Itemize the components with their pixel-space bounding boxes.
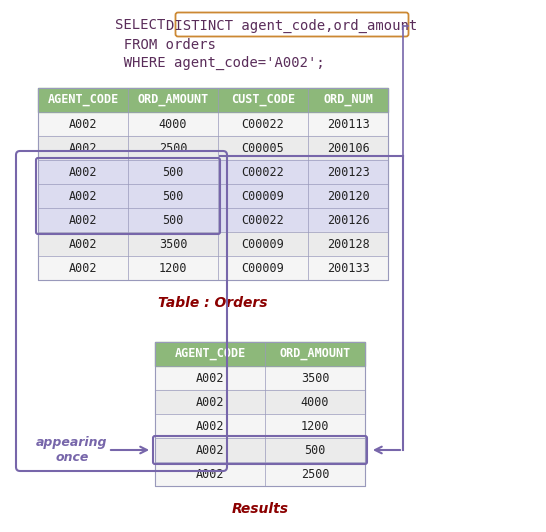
Text: 200113: 200113 — [327, 118, 370, 130]
Text: 3500: 3500 — [301, 371, 329, 385]
Text: 200123: 200123 — [327, 165, 370, 179]
Text: appearing
once: appearing once — [36, 436, 108, 464]
Text: 2500: 2500 — [301, 468, 329, 480]
Bar — [38, 160, 388, 184]
Text: 200133: 200133 — [327, 262, 370, 275]
Text: 500: 500 — [304, 444, 325, 456]
Bar — [155, 438, 365, 462]
Bar — [38, 88, 388, 280]
Bar — [155, 462, 365, 486]
Bar — [38, 184, 388, 208]
Text: AGENT_CODE: AGENT_CODE — [174, 347, 246, 361]
Text: ORD_AMOUNT: ORD_AMOUNT — [280, 347, 351, 361]
Bar — [38, 136, 388, 160]
Text: 200128: 200128 — [327, 237, 370, 251]
Bar — [155, 390, 365, 414]
Text: A002: A002 — [69, 118, 97, 130]
Text: A002: A002 — [196, 444, 224, 456]
Bar — [38, 256, 388, 280]
Text: 200126: 200126 — [327, 213, 370, 227]
Text: Table : Orders: Table : Orders — [158, 296, 268, 310]
Text: A002: A002 — [69, 165, 97, 179]
Text: A002: A002 — [69, 262, 97, 275]
Bar — [155, 414, 365, 438]
Text: A002: A002 — [69, 237, 97, 251]
Text: C00005: C00005 — [242, 142, 284, 154]
Text: 200120: 200120 — [327, 189, 370, 203]
Text: 500: 500 — [162, 213, 183, 227]
Text: C00009: C00009 — [242, 262, 284, 275]
Text: 2500: 2500 — [159, 142, 187, 154]
Text: C00022: C00022 — [242, 165, 284, 179]
Text: CUST_CODE: CUST_CODE — [231, 94, 295, 106]
Text: 4000: 4000 — [159, 118, 187, 130]
Text: ORD_AMOUNT: ORD_AMOUNT — [138, 94, 209, 106]
Text: 200106: 200106 — [327, 142, 370, 154]
Text: A002: A002 — [196, 395, 224, 409]
Bar — [155, 366, 365, 390]
Text: FROM orders: FROM orders — [107, 38, 216, 52]
Text: C00009: C00009 — [242, 237, 284, 251]
Text: Results: Results — [232, 502, 288, 516]
Text: A002: A002 — [69, 142, 97, 154]
Text: SELECT: SELECT — [115, 18, 174, 32]
Text: C00022: C00022 — [242, 213, 284, 227]
Text: C00022: C00022 — [242, 118, 284, 130]
Bar — [38, 112, 388, 136]
Text: C00009: C00009 — [242, 189, 284, 203]
Text: A002: A002 — [69, 213, 97, 227]
Text: 500: 500 — [162, 165, 183, 179]
Text: 4000: 4000 — [301, 395, 329, 409]
Text: A002: A002 — [196, 371, 224, 385]
Bar — [155, 342, 365, 486]
Text: A002: A002 — [69, 189, 97, 203]
Text: 1200: 1200 — [301, 420, 329, 433]
Bar — [38, 88, 388, 112]
Text: AGENT_CODE: AGENT_CODE — [48, 94, 118, 106]
Text: 1200: 1200 — [159, 262, 187, 275]
Bar — [38, 232, 388, 256]
Text: 3500: 3500 — [159, 237, 187, 251]
Text: DISTINCT agent_code,ord_amount: DISTINCT agent_code,ord_amount — [167, 19, 418, 32]
Text: 500: 500 — [162, 189, 183, 203]
Text: A002: A002 — [196, 468, 224, 480]
Text: WHERE agent_code='A002';: WHERE agent_code='A002'; — [107, 56, 325, 70]
Text: A002: A002 — [196, 420, 224, 433]
Text: ORD_NUM: ORD_NUM — [323, 94, 373, 106]
Bar — [155, 342, 365, 366]
Bar — [38, 208, 388, 232]
